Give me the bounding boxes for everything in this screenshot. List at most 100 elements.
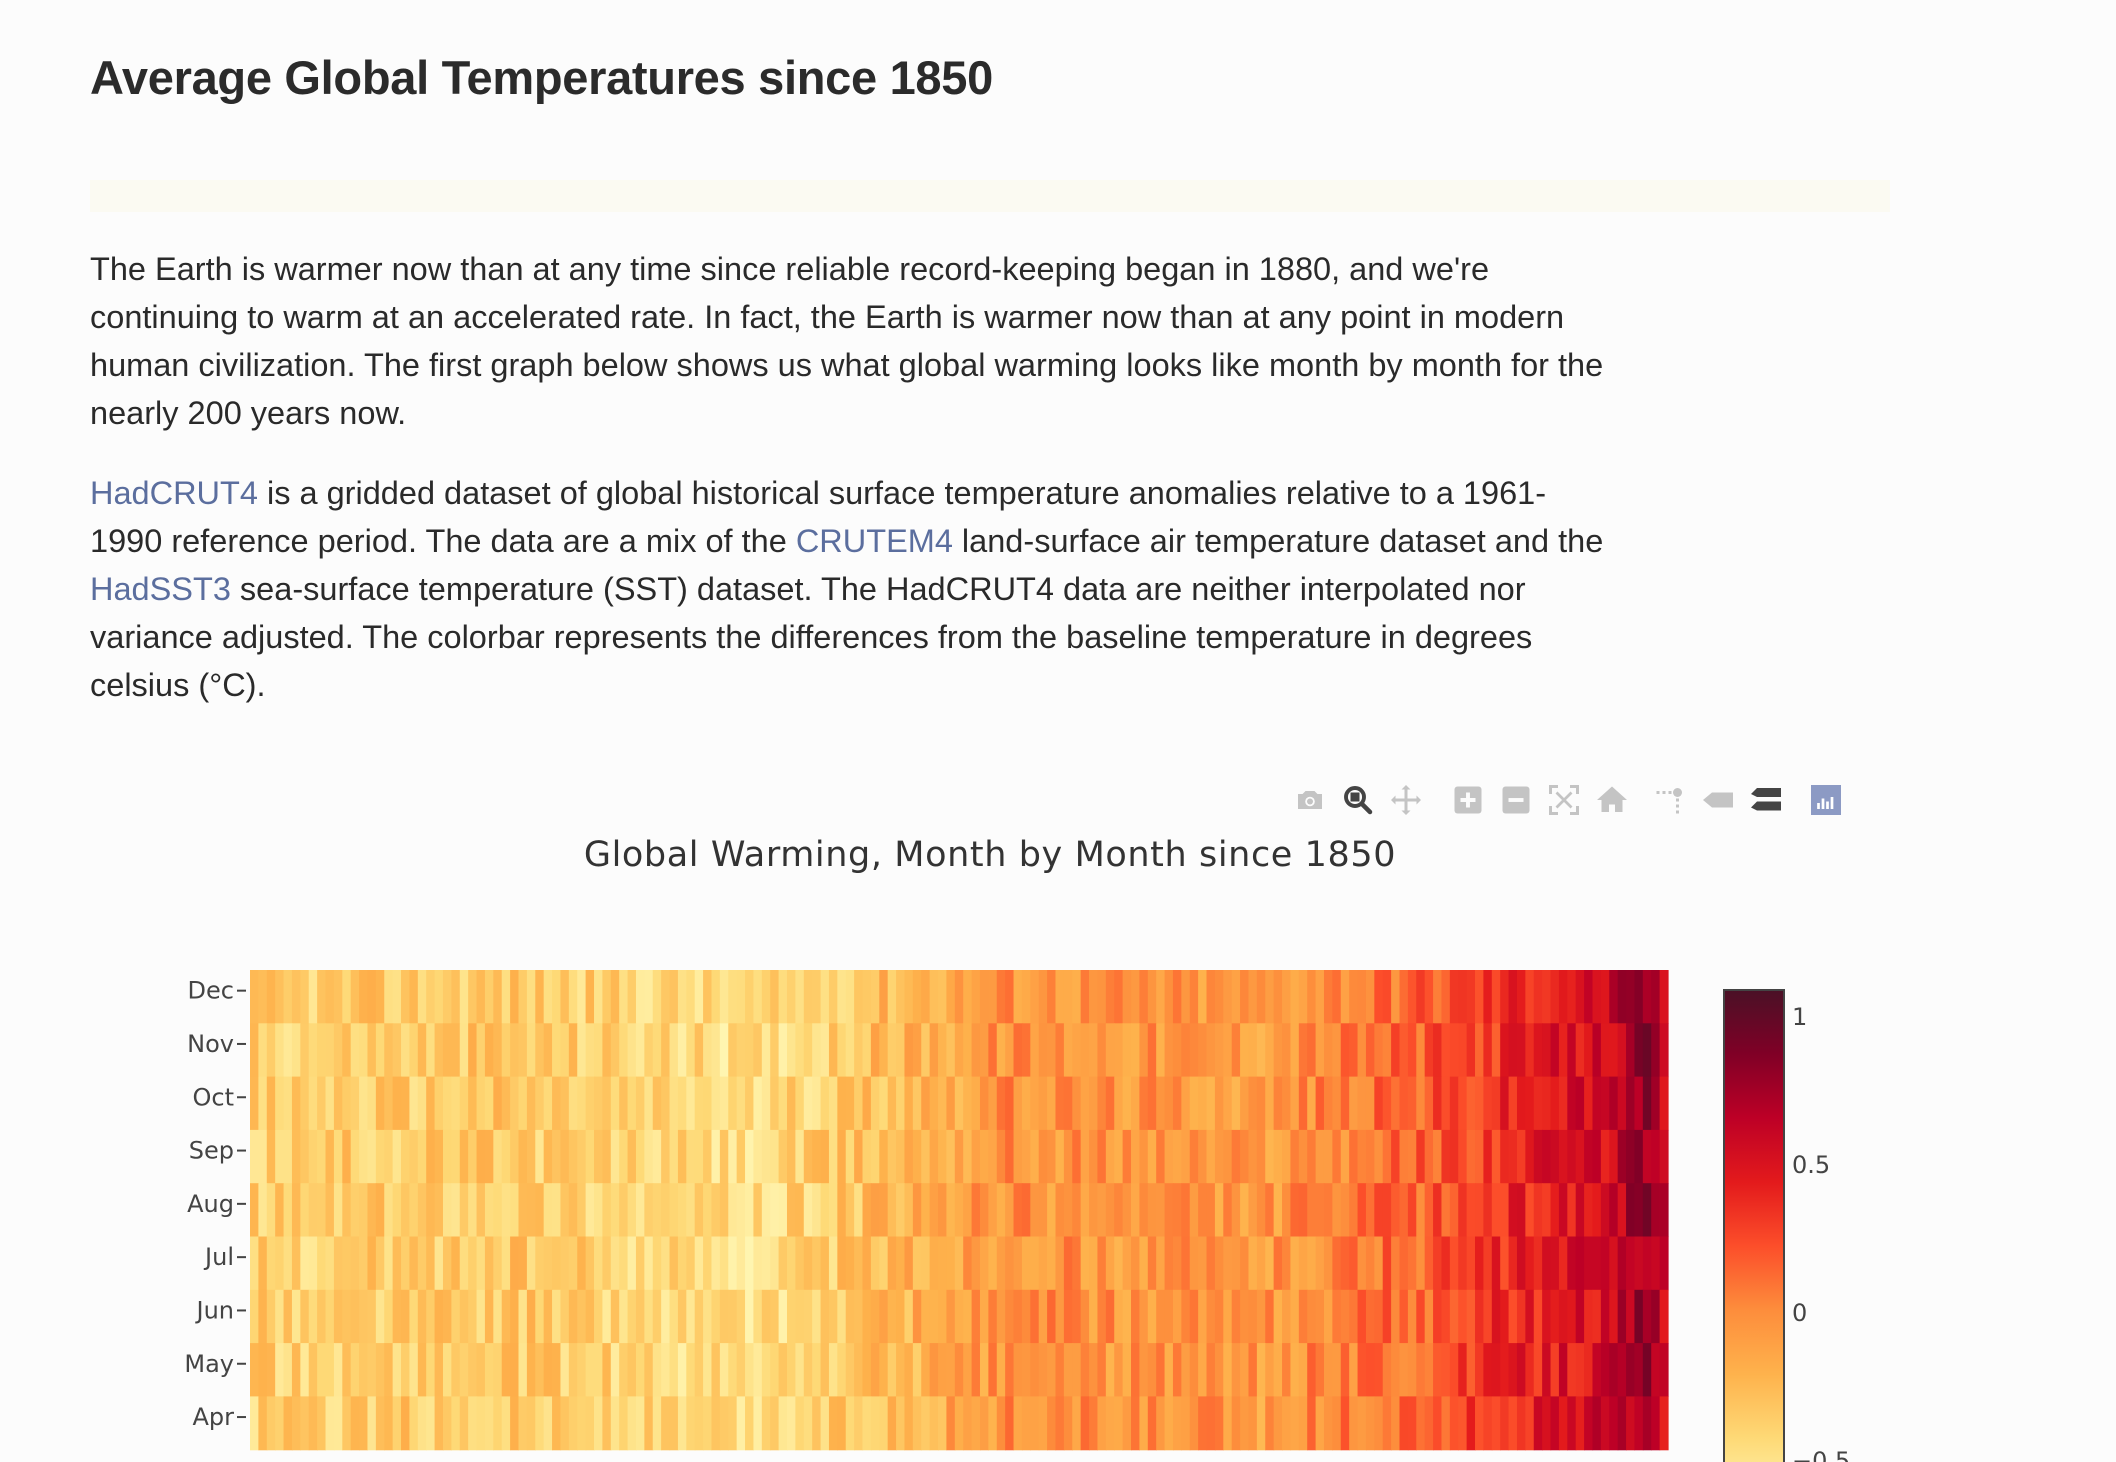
- heatmap-cell[interactable]: [1651, 1183, 1661, 1238]
- heatmap-cell[interactable]: [1651, 1396, 1661, 1451]
- heatmap-cell[interactable]: [417, 970, 427, 1024]
- heatmap-cell[interactable]: [963, 1129, 973, 1184]
- heatmap-cell[interactable]: [703, 1023, 713, 1078]
- heatmap-cell[interactable]: [1475, 1343, 1485, 1397]
- heatmap-cell[interactable]: [1047, 1289, 1057, 1344]
- heatmap-cell[interactable]: [1156, 1396, 1166, 1451]
- heatmap-cell[interactable]: [1374, 1076, 1384, 1131]
- heatmap-cell[interactable]: [1105, 1076, 1115, 1131]
- heatmap-cell[interactable]: [1525, 1129, 1535, 1184]
- heatmap-cell[interactable]: [308, 1343, 318, 1397]
- heatmap-cell[interactable]: [644, 1289, 654, 1344]
- heatmap-cell[interactable]: [854, 1023, 864, 1078]
- heatmap-cell[interactable]: [954, 1396, 964, 1451]
- heatmap-cell[interactable]: [552, 1236, 562, 1291]
- heatmap-cell[interactable]: [1449, 970, 1459, 1024]
- heatmap-cell[interactable]: [1433, 1343, 1443, 1397]
- heatmap-cell[interactable]: [854, 1289, 864, 1344]
- heatmap-cell[interactable]: [619, 1343, 629, 1397]
- heatmap-cell[interactable]: [736, 1023, 746, 1078]
- heatmap-cell[interactable]: [392, 1289, 402, 1344]
- heatmap-cell[interactable]: [879, 1396, 889, 1451]
- heatmap-cell[interactable]: [1013, 1236, 1023, 1291]
- heatmap-cell[interactable]: [451, 1289, 461, 1344]
- heatmap-cell[interactable]: [711, 1183, 721, 1238]
- heatmap-cell[interactable]: [1105, 1129, 1115, 1184]
- heatmap-cell[interactable]: [1156, 1183, 1166, 1238]
- heatmap-cell[interactable]: [300, 1289, 310, 1344]
- heatmap-cell[interactable]: [1282, 1236, 1292, 1291]
- heatmap-cell[interactable]: [1575, 970, 1585, 1024]
- heatmap-cell[interactable]: [1089, 1183, 1099, 1238]
- heatmap-cell[interactable]: [1206, 1129, 1216, 1184]
- heatmap-cell[interactable]: [795, 1236, 805, 1291]
- heatmap-cell[interactable]: [1508, 1129, 1518, 1184]
- heatmap-cell[interactable]: [384, 1076, 394, 1131]
- heatmap-cell[interactable]: [736, 1236, 746, 1291]
- heatmap-cell[interactable]: [921, 1183, 931, 1238]
- heatmap-cell[interactable]: [1156, 1289, 1166, 1344]
- heatmap-cell[interactable]: [275, 1289, 285, 1344]
- heatmap-cell[interactable]: [1273, 1236, 1283, 1291]
- heatmap-cell[interactable]: [384, 1129, 394, 1184]
- heatmap-cell[interactable]: [442, 1076, 452, 1131]
- heatmap-cell[interactable]: [686, 1023, 696, 1078]
- heatmap-cell[interactable]: [904, 1289, 914, 1344]
- heatmap-cell[interactable]: [1600, 1396, 1610, 1451]
- heatmap-cell[interactable]: [1340, 1076, 1350, 1131]
- heatmap-cell[interactable]: [568, 1129, 578, 1184]
- heatmap-cell[interactable]: [258, 1023, 268, 1078]
- heatmap-cell[interactable]: [1206, 1236, 1216, 1291]
- heatmap-cell[interactable]: [1609, 1076, 1619, 1131]
- heatmap-cell[interactable]: [711, 1343, 721, 1397]
- heatmap-cell[interactable]: [1584, 1076, 1594, 1131]
- heatmap-cell[interactable]: [1416, 1129, 1426, 1184]
- heatmap-cell[interactable]: [375, 1023, 385, 1078]
- heatmap-cell[interactable]: [1013, 1343, 1023, 1397]
- heatmap-cell[interactable]: [1038, 970, 1048, 1024]
- heatmap-cell[interactable]: [963, 1076, 973, 1131]
- heatmap-cell[interactable]: [1449, 1289, 1459, 1344]
- heatmap-cell[interactable]: [1374, 1289, 1384, 1344]
- heatmap-cell[interactable]: [1634, 1396, 1644, 1451]
- heatmap-cell[interactable]: [1047, 1396, 1057, 1451]
- heatmap-cell[interactable]: [845, 1023, 855, 1078]
- heatmap-cell[interactable]: [1265, 1129, 1275, 1184]
- heatmap-cell[interactable]: [728, 1396, 738, 1451]
- heatmap-cell[interactable]: [1567, 1023, 1577, 1078]
- heatmap-cell[interactable]: [770, 1289, 780, 1344]
- heatmap-cell[interactable]: [887, 1289, 897, 1344]
- heatmap-cell[interactable]: [1491, 1343, 1501, 1397]
- heatmap-cell[interactable]: [1466, 970, 1476, 1024]
- heatmap-cell[interactable]: [1542, 1236, 1552, 1291]
- heatmap-cell[interactable]: [1332, 1396, 1342, 1451]
- heatmap-cell[interactable]: [283, 1289, 293, 1344]
- heatmap-cell[interactable]: [1332, 970, 1342, 1024]
- heatmap-cell[interactable]: [1256, 1236, 1266, 1291]
- heatmap-cell[interactable]: [602, 1236, 612, 1291]
- heatmap-cell[interactable]: [493, 1289, 503, 1344]
- heatmap-cell[interactable]: [1651, 1023, 1661, 1078]
- heatmap-cell[interactable]: [1198, 1076, 1208, 1131]
- heatmap-cell[interactable]: [1433, 970, 1443, 1024]
- heatmap-cell[interactable]: [359, 1076, 369, 1131]
- heatmap-cell[interactable]: [1483, 1236, 1493, 1291]
- heatmap-cell[interactable]: [745, 1289, 755, 1344]
- heatmap-cell[interactable]: [1475, 1023, 1485, 1078]
- heatmap-cell[interactable]: [1256, 1129, 1266, 1184]
- heatmap-cell[interactable]: [552, 1343, 562, 1397]
- heatmap-cell[interactable]: [770, 1076, 780, 1131]
- heatmap-cell[interactable]: [1198, 970, 1208, 1024]
- heatmap-cell[interactable]: [1634, 1076, 1644, 1131]
- heatmap-cell[interactable]: [1491, 1023, 1501, 1078]
- heatmap-cell[interactable]: [963, 1396, 973, 1451]
- heatmap-cell[interactable]: [1240, 1129, 1250, 1184]
- heatmap-cell[interactable]: [1097, 1129, 1107, 1184]
- heatmap-cell[interactable]: [1323, 1343, 1333, 1397]
- heatmap-cell[interactable]: [560, 1236, 570, 1291]
- hover-compare-button[interactable]: [1746, 780, 1786, 820]
- heatmap-cell[interactable]: [619, 1396, 629, 1451]
- heatmap-cell[interactable]: [979, 1289, 989, 1344]
- heatmap-cell[interactable]: [1114, 1076, 1124, 1131]
- heatmap-cell[interactable]: [1516, 970, 1526, 1024]
